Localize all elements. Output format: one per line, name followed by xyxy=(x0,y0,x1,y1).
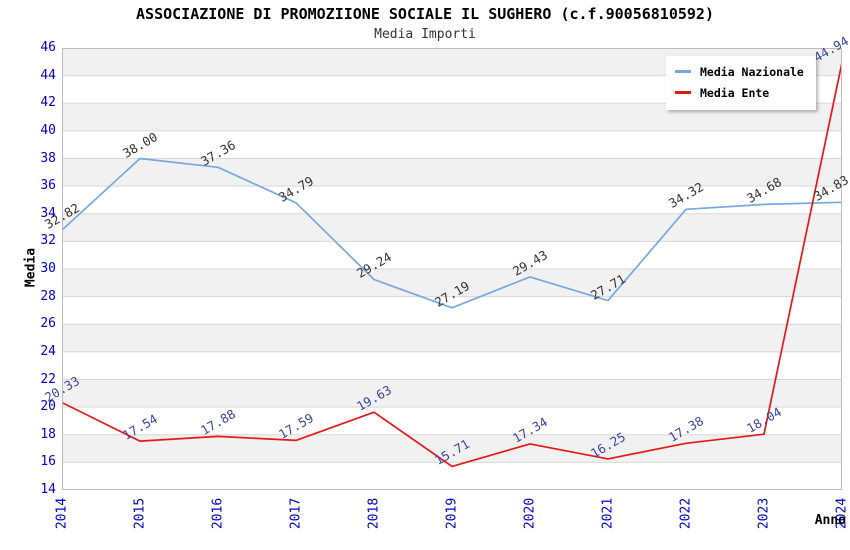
y-tick-label: 32 xyxy=(40,233,56,249)
y-tick-label: 30 xyxy=(40,261,56,276)
legend-swatch-ente-icon xyxy=(675,91,691,94)
legend-swatch-nazionale-icon xyxy=(675,70,691,73)
legend-item-media-nazionale: Media Nazionale xyxy=(675,61,804,82)
x-tick-label: 2016 xyxy=(210,497,226,530)
x-tick-label: 2022 xyxy=(678,497,694,530)
y-tick-label: 38 xyxy=(40,150,56,166)
grid-band xyxy=(62,269,842,297)
y-tick-label: 40 xyxy=(40,122,56,138)
x-tick-label: 2020 xyxy=(522,497,538,530)
plot-border xyxy=(62,48,842,490)
grid-band xyxy=(62,213,842,242)
legend: Media Nazionale Media Ente xyxy=(666,56,816,110)
y-tick-label: 14 xyxy=(40,482,56,497)
grid-band xyxy=(62,130,842,159)
chart-canvas xyxy=(62,48,842,490)
grid-band xyxy=(62,241,842,270)
grid-band xyxy=(62,324,842,352)
x-tick-label: 2015 xyxy=(132,497,148,530)
x-tick-label: 2021 xyxy=(600,497,616,530)
x-axis-title: Anno xyxy=(814,513,846,528)
grid-band xyxy=(62,186,842,214)
grid-band xyxy=(62,296,842,325)
y-tick-label: 20 xyxy=(40,399,56,415)
y-tick-label: 44 xyxy=(40,67,56,83)
series-line-0 xyxy=(62,157,842,309)
grid-band xyxy=(62,407,842,435)
grid-band xyxy=(62,434,842,463)
legend-label: Media Nazionale xyxy=(700,64,804,79)
y-tick-label: 28 xyxy=(40,288,56,304)
y-tick-label: 42 xyxy=(40,95,56,111)
x-tick-label: 2018 xyxy=(366,497,382,530)
grid-band xyxy=(62,158,842,187)
chart-subtitle: Media Importi xyxy=(374,27,476,42)
y-tick-label: 36 xyxy=(40,178,56,194)
grid-band xyxy=(62,351,842,380)
legend-label: Media Ente xyxy=(700,85,770,100)
chart-title: ASSOCIAZIONE DI PROMOZIIONE SOCIALE IL S… xyxy=(136,5,714,23)
legend-item-media-ente: Media Ente xyxy=(675,82,804,103)
y-axis-title: Media xyxy=(23,247,39,288)
x-tick-label: 2014 xyxy=(54,497,70,530)
x-tick-label: 2017 xyxy=(288,497,304,530)
y-tick-label: 18 xyxy=(40,426,56,442)
y-tick-label: 46 xyxy=(40,40,56,55)
y-tick-label: 26 xyxy=(40,316,56,332)
plot-area: Media Nazionale Media Ente 32.82 38.00 37.… xyxy=(42,33,850,490)
grid-band xyxy=(62,379,842,408)
series-line-1 xyxy=(62,62,842,468)
y-tick-label: 24 xyxy=(40,343,56,359)
y-tick-label: 34 xyxy=(40,205,56,221)
y-tick-label: 22 xyxy=(40,371,56,387)
y-tick-label: 16 xyxy=(40,454,56,470)
x-tick-label: 2019 xyxy=(444,497,460,530)
x-tick-label: 2023 xyxy=(756,497,772,530)
